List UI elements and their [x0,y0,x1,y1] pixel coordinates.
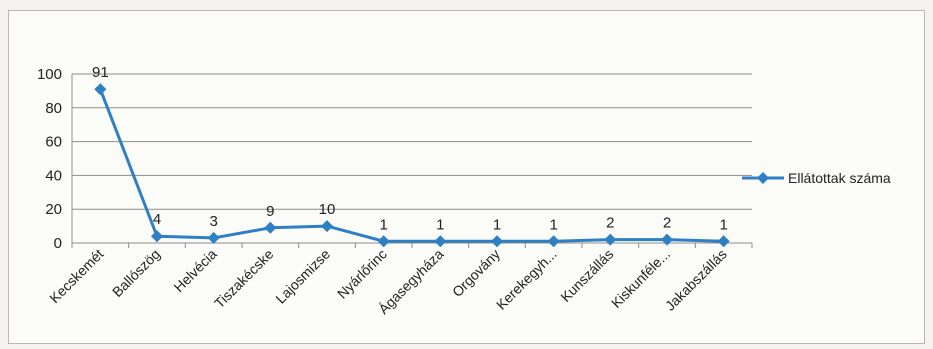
data-point [547,235,560,248]
data-point [717,235,730,248]
axes: 0 20 40 60 80 100 Kecskemét Ballószög HelvéciaTi… [37,66,753,317]
y-tick-label: 40 [45,167,62,184]
gridlines [72,73,752,210]
data-point [94,83,107,96]
data-label: 10 [319,201,336,218]
x-tick-label: Ballószög [109,246,163,300]
x-tick-label: Tiszakécske [211,246,277,312]
data-point [264,221,277,234]
y-tick-label: 20 [45,201,62,218]
data-label: 9 [266,203,274,220]
series-line [98,88,724,243]
legend: Ellátottak száma [742,170,891,186]
x-tick-label: Kunszállás [557,246,616,305]
data-labels: 914 39 101 1 1 1 2 2 1 [92,64,728,233]
data-label: 1 [549,216,557,233]
data-label: 91 [92,64,109,81]
data-label: 1 [719,216,727,233]
series [94,83,730,248]
y-tick-label: 100 [37,66,62,83]
data-label: 1 [436,216,444,233]
legend-label: Ellátottak száma [788,170,891,186]
data-point [207,231,220,244]
data-label: 4 [153,211,161,228]
data-label: 2 [663,215,671,232]
data-point [377,235,390,248]
x-tick-label: Kecskemét [46,246,106,306]
data-label: 3 [209,213,217,230]
data-label: 1 [493,216,501,233]
y-tick-label: 80 [45,100,62,117]
y-tick-label: 0 [54,235,62,252]
x-tick-label: Nyárlőrinc [334,246,390,302]
data-point [604,233,617,246]
x-tick-label: Helvécia [171,246,220,295]
y-tick-label: 60 [45,134,62,151]
data-point [661,233,673,246]
data-point [321,220,333,233]
x-tick-label: Kerekegyh... [493,246,560,313]
data-point [491,235,503,248]
legend-marker [757,172,769,184]
data-label: 2 [606,215,614,232]
x-tick-label: Orgovány [449,246,503,300]
x-tick-label: Lajosmizse [272,246,333,307]
data-point [151,230,163,243]
data-label: 1 [379,216,387,233]
data-point [434,235,447,248]
